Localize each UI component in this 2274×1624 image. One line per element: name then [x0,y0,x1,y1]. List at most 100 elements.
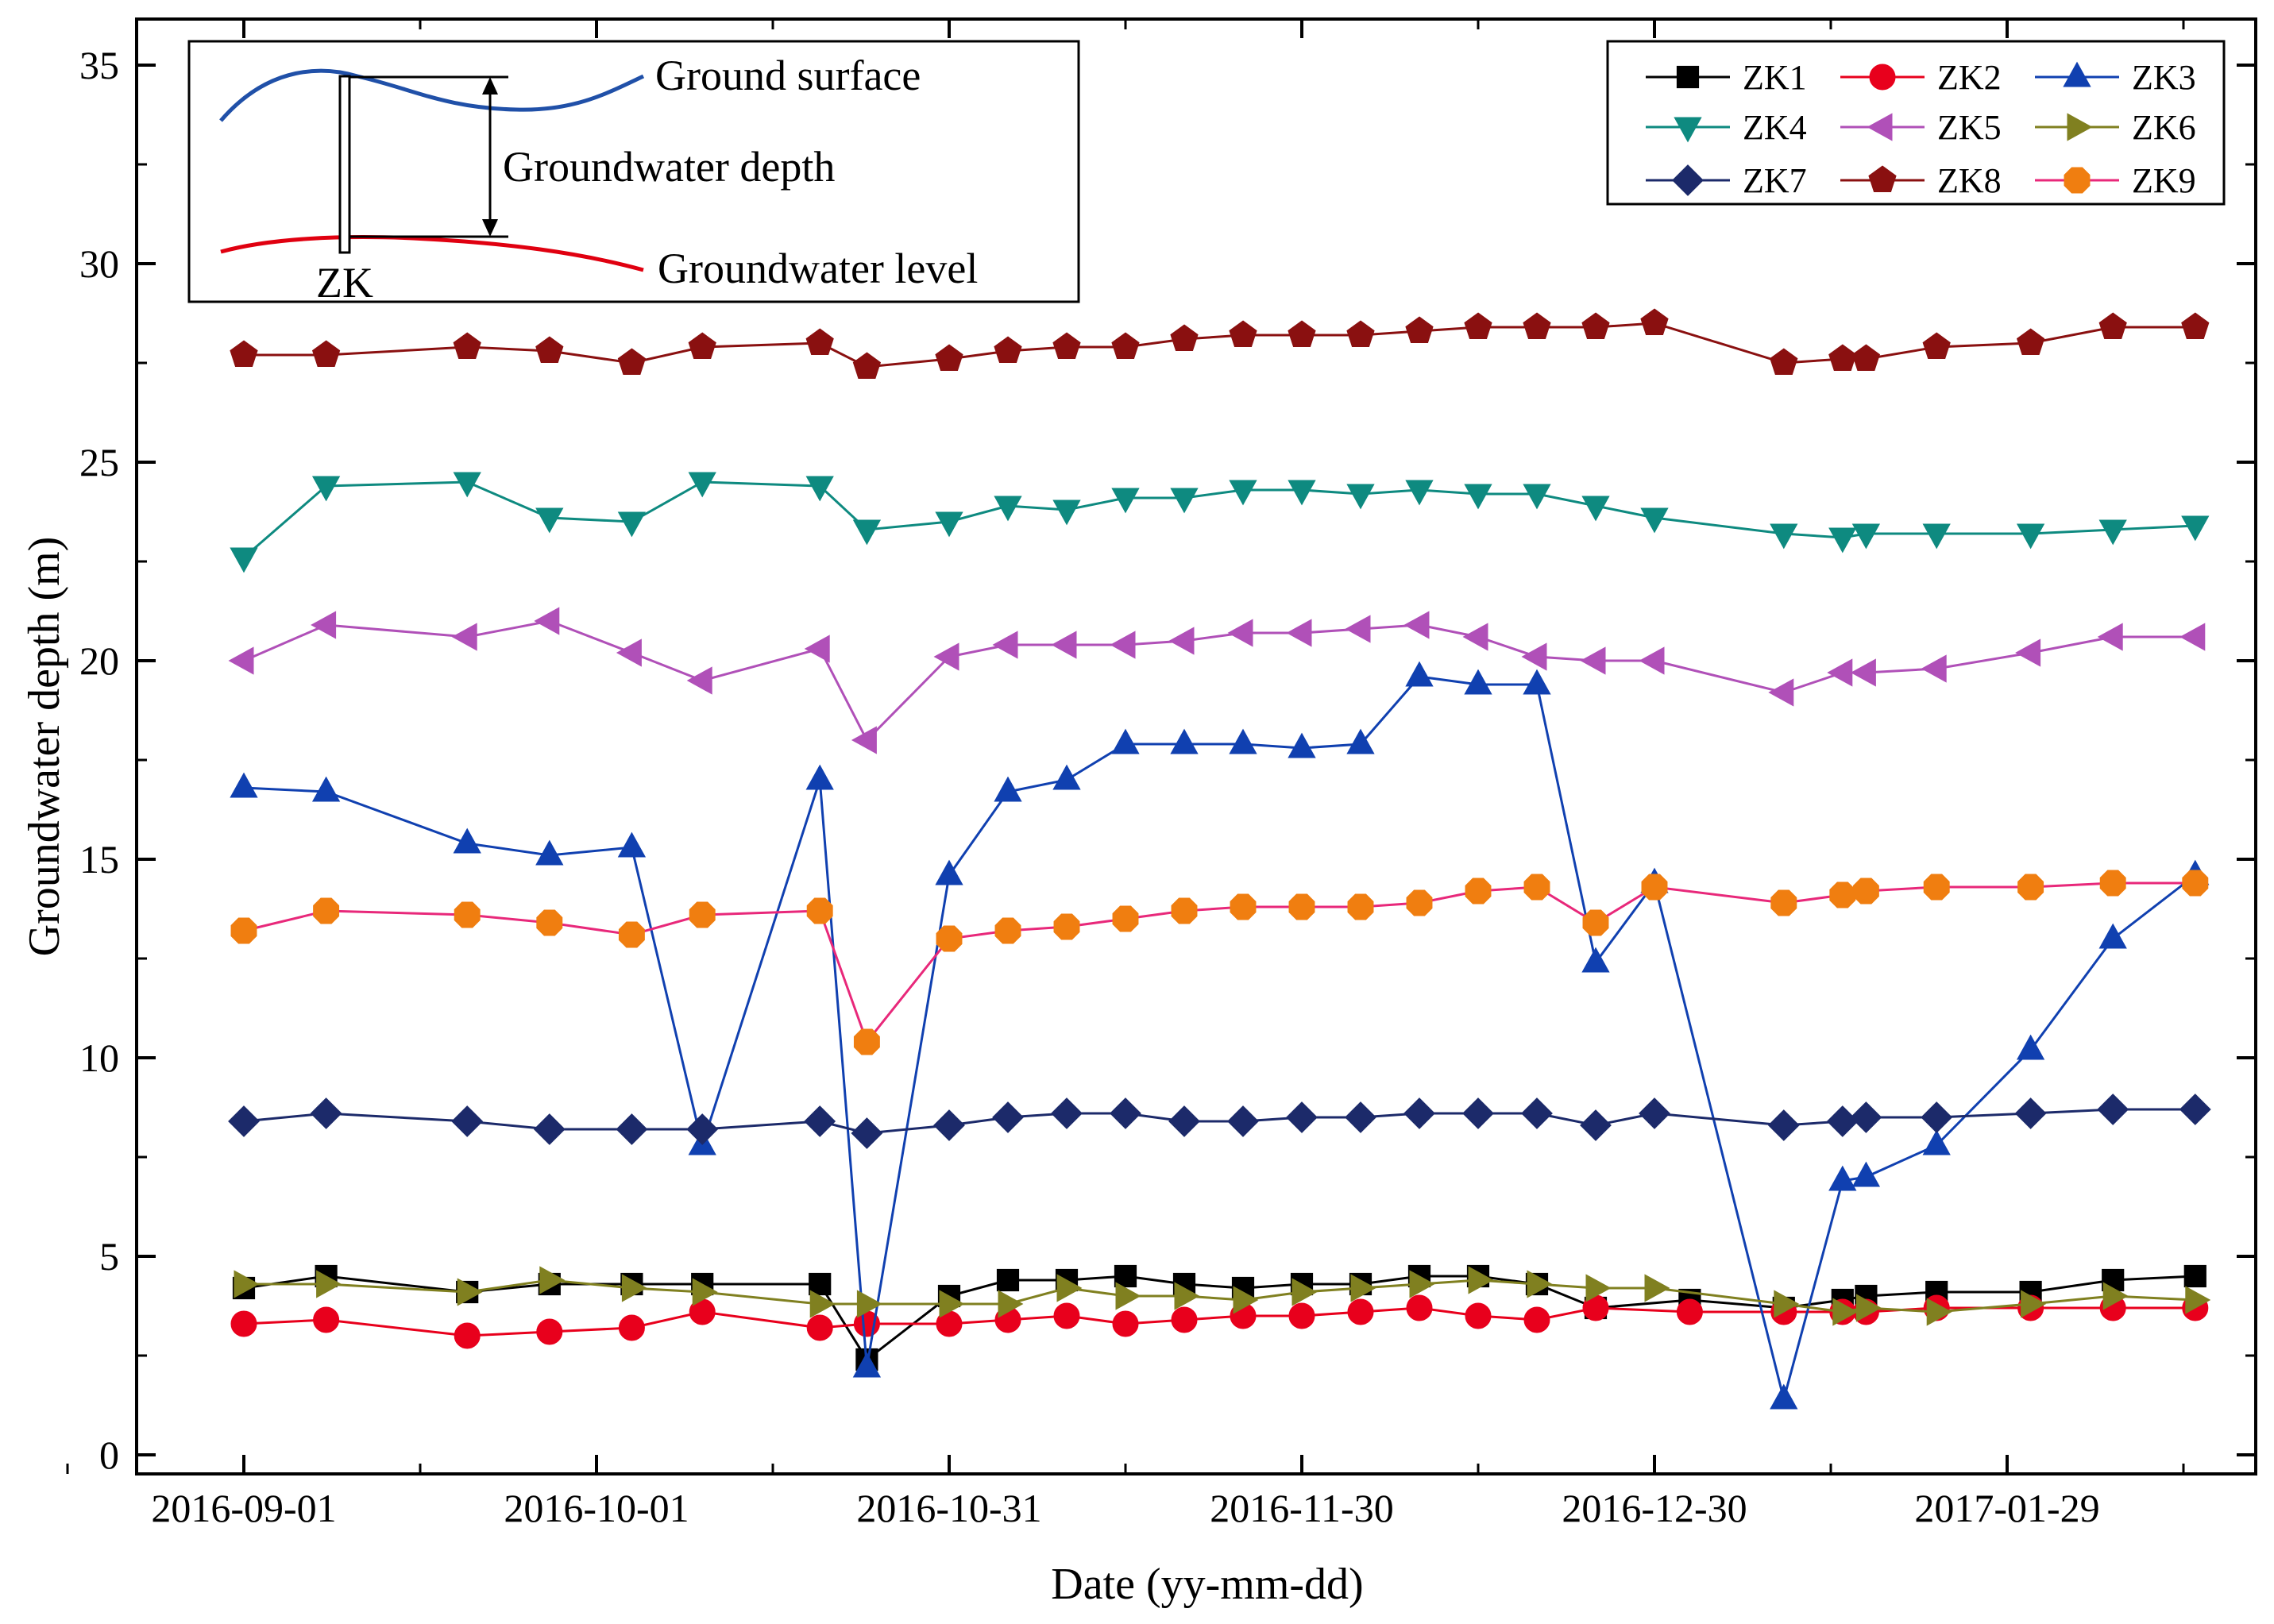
data-point-zk7 [1227,1105,1259,1137]
data-point-zk9 [313,897,340,924]
data-point-zk7 [933,1109,965,1141]
data-point-zk4 [1640,507,1669,534]
legend-marker [1674,117,1702,143]
data-point-zk6 [2021,1290,2047,1318]
data-point-zk4 [1170,488,1199,514]
data-point-zk8 [1922,332,1951,359]
series-line-zk3 [243,675,2196,1404]
data-point-zk4 [1111,488,1140,514]
x-tick-label: 2016-10-01 [504,1486,689,1530]
data-point-zk4 [535,507,564,534]
legend-item-zk9: ZK9 [2035,161,2196,200]
data-point-zk6 [1056,1274,1083,1302]
data-point-zk4 [1405,480,1434,506]
data-point-zk5 [1580,646,1606,675]
data-point-zk3 [453,827,481,854]
x-tick-label: 2016-10-31 [856,1486,1041,1530]
x-tick-label: 2016-09-01 [151,1486,336,1530]
data-point-zk6 [1527,1270,1553,1298]
data-point-zk3 [1581,947,1610,973]
data-point-zk8 [311,340,341,367]
data-point-zk6 [809,1290,836,1318]
data-point-zk3 [1052,764,1081,790]
data-point-zk4 [852,519,882,546]
data-point-zk3 [1170,728,1199,754]
data-point-zk5 [1521,642,1547,671]
series-zk9 [230,870,2209,1055]
data-point-zk8 [617,348,647,375]
data-point-zk3 [1111,728,1140,754]
data-point-zk8 [805,328,834,355]
data-point-zk3 [617,831,647,858]
y-tick-label: 30 [79,241,119,286]
legend-marker [1867,113,1893,141]
data-point-zk5 [1286,619,1312,647]
data-point-zk5 [451,623,477,651]
data-point-zk9 [536,909,563,936]
data-point-zk9 [618,921,645,948]
data-point-zk3 [994,776,1022,802]
legend-marker [2067,113,2093,141]
data-point-zk9 [1770,889,1797,916]
data-point-zk6 [939,1290,965,1318]
inset-frame [187,40,1080,303]
data-point-zk9 [1288,893,1315,920]
data-point-zk3 [311,776,341,802]
data-point-zk2 [230,1310,257,1337]
data-point-zk7 [1286,1101,1318,1133]
legend-item-zk2: ZK2 [1840,58,2002,97]
data-point-zk6 [1855,1294,1882,1322]
data-point-zk6 [856,1290,882,1318]
legend-item-zk6: ZK6 [2035,108,2196,147]
data-point-zk9 [994,917,1021,944]
data-point-zk8 [453,332,481,359]
y-tick-label: 5 [99,1234,119,1279]
legend-label: ZK2 [1937,58,2002,97]
data-point-zk8 [688,332,716,359]
data-point-zk2 [1112,1310,1139,1337]
data-point-zk2 [1676,1298,1703,1325]
data-point-zk3 [1464,669,1492,695]
data-point-zk7 [310,1097,342,1129]
data-point-zk9 [1465,878,1492,905]
data-point-zk7 [804,1105,836,1137]
data-point-zk6 [1115,1282,1141,1310]
inset-label-groundwater-level: Groundwater level [658,245,978,292]
y-tick-label: 0 [99,1433,119,1477]
data-point-zk6 [1409,1270,1435,1298]
series-zk5 [228,607,2206,754]
data-point-zk7 [2014,1097,2047,1129]
data-point-zk5 [534,607,560,635]
data-point-zk3 [1405,661,1434,687]
legend-marker [1868,165,1897,192]
data-point-zk9 [1171,897,1198,924]
data-point-zk6 [234,1270,260,1298]
data-point-zk5 [933,642,959,671]
data-point-zk6 [1926,1298,1952,1326]
data-point-zk4 [1288,480,1316,506]
data-point-zk4 [1464,484,1492,510]
groundwater-level-curve [220,235,644,272]
series-zk4 [230,472,2210,573]
data-point-zk4 [311,476,341,502]
data-point-zk7 [1521,1097,1553,1129]
data-point-zk6 [692,1278,718,1306]
data-point-zk8 [2181,312,2210,339]
data-point-zk9 [230,917,257,944]
data-point-zk6 [316,1270,342,1298]
depth-arrow-up-icon [482,77,498,95]
legend-item-zk5: ZK5 [1840,108,2002,147]
data-point-zk3 [852,1352,882,1378]
series-line-zk4 [243,480,2195,559]
legend-item-zk4: ZK4 [1646,108,1807,147]
data-point-zk8 [994,336,1022,363]
legend: ZK1 ZK2 ZK3 ZK4 ZK5 ZK6 ZK7 ZK8 ZK9 [1606,40,2226,206]
data-point-zk5 [804,635,830,663]
data-point-zk3 [1828,1165,1857,1191]
data-point-zk8 [1170,324,1199,351]
data-point-zk7 [533,1113,566,1145]
y-tick-label: 25 [79,440,119,484]
data-point-zk2 [1523,1306,1550,1333]
data-point-zk8 [535,336,564,363]
data-point-zk5 [2097,623,2123,651]
